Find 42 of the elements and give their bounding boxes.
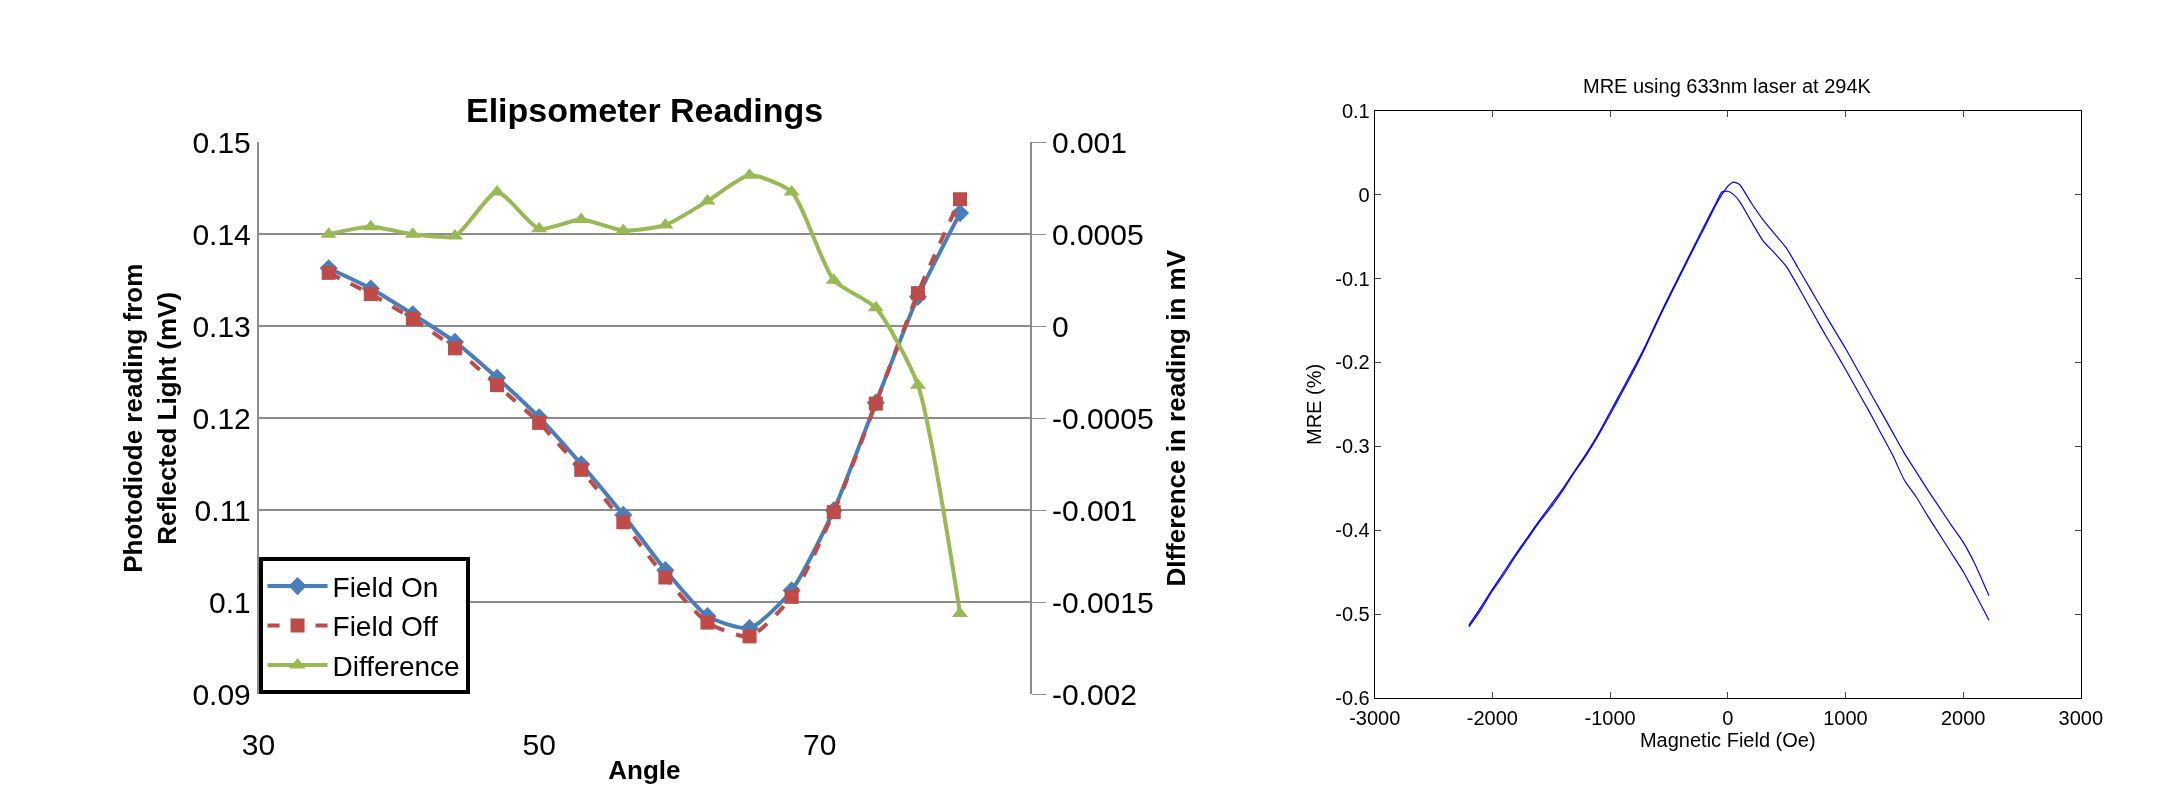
chart-title: MRE using 633nm laser at 294K — [1583, 75, 1872, 97]
x-tick-label: 30 — [241, 728, 276, 762]
y-tick-label: 0.12 — [192, 401, 251, 435]
y2-tick-label: 0.001 — [1051, 125, 1127, 159]
y-tick-label: 0.13 — [192, 309, 251, 343]
y-tick-label: -0.2 — [1335, 351, 1370, 374]
y-tick-label: -0.3 — [1335, 435, 1370, 458]
y-tick-label: 0.1 — [209, 585, 251, 619]
y-tick-label: 0.09 — [192, 677, 251, 711]
y-tick-label: -0.5 — [1335, 603, 1370, 626]
x-tick-label: 2000 — [1940, 707, 1986, 730]
x-tick-label: 0 — [1722, 707, 1734, 730]
y2-axis-title: DIfference in reading in mV — [1160, 249, 1191, 587]
y-tick-label: 0.1 — [1341, 99, 1370, 122]
y-tick-label: -0.6 — [1335, 687, 1370, 710]
chart-title: Elipsometer Readings — [466, 91, 824, 129]
y-tick-label: 0.15 — [192, 125, 251, 159]
y-tick-label: 0.14 — [192, 217, 251, 251]
x-tick-label: 3000 — [2058, 707, 2104, 730]
y2-tick-label: -0.0005 — [1051, 401, 1154, 435]
y2-tick-label: 0 — [1051, 309, 1069, 343]
y-tick-label: -0.4 — [1335, 519, 1370, 542]
y-tick-label: 0 — [1358, 183, 1370, 206]
y2-tick-label: -0.0015 — [1051, 585, 1154, 619]
x-tick-label: -2000 — [1466, 707, 1518, 730]
legend-label: Field On — [332, 572, 439, 603]
legend-label: Difference — [332, 650, 460, 682]
x-axis-title: Magnetic Field (Oe) — [1639, 729, 1816, 752]
y-tick-label: 0.11 — [194, 493, 251, 527]
y2-tick-label: -0.001 — [1051, 493, 1137, 527]
y-tick-label: -0.1 — [1335, 267, 1370, 290]
x-tick-label: -1000 — [1584, 707, 1636, 730]
y2-tick-label: 0.0005 — [1051, 217, 1144, 251]
x-tick-label: 70 — [803, 728, 837, 762]
x-axis-title: Angle — [608, 755, 681, 786]
x-tick-label: 1000 — [1823, 707, 1868, 730]
legend-label: Field Off — [332, 611, 439, 643]
x-tick-label: -3000 — [1349, 707, 1401, 730]
y2-tick-label: -0.002 — [1051, 677, 1137, 711]
y-axis-title: Photodiode reading from Reflected Light (mV) — [118, 263, 183, 573]
y-axis-title: MRE (%) — [1302, 363, 1325, 446]
x-tick-label: 50 — [522, 728, 556, 762]
